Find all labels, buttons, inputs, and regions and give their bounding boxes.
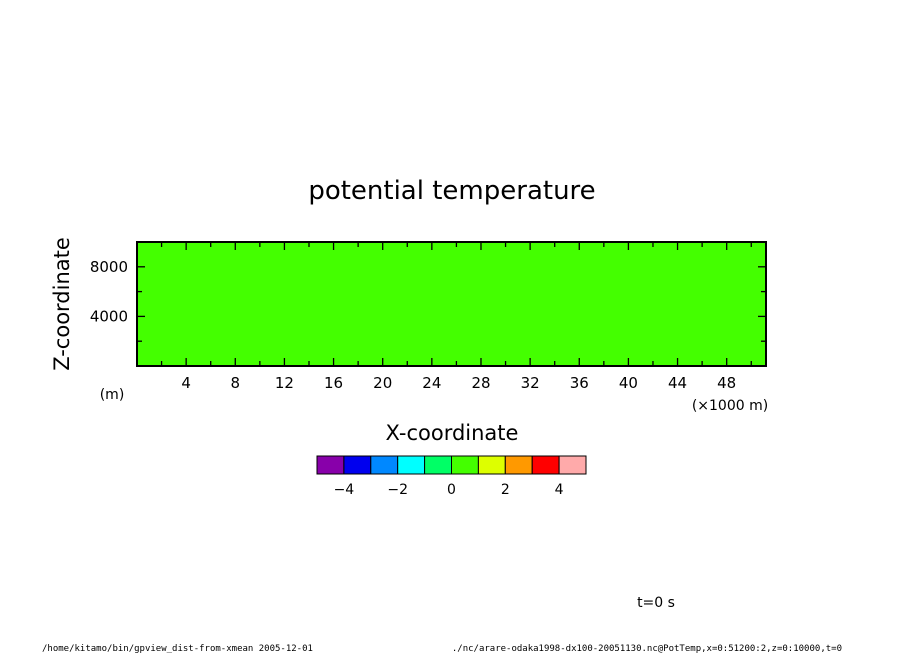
plot-frame (136, 241, 767, 367)
colorbar-tick-label: 0 (447, 482, 456, 498)
x-tick-label: 12 (275, 374, 294, 392)
colorbar-swatch (451, 455, 479, 475)
colorbar-swatch (477, 455, 506, 475)
colorbar-tick-label: −2 (387, 482, 408, 498)
chart-title: potential temperature (308, 176, 595, 206)
x-axis: 4 8 12 16 20 24 28 32 36 40 44 48 (160, 242, 752, 392)
colorbar-swatch (343, 455, 372, 475)
x-tick-label: 16 (324, 374, 343, 392)
x-axis-unit: (×1000 m) (692, 398, 768, 414)
y-axis: 4000 8000 (90, 258, 766, 342)
colorbar-swatch (558, 455, 587, 475)
y-axis-label: Z-coordinate (50, 237, 74, 371)
x-tick-label: 36 (570, 374, 589, 392)
time-label: t=0 s (637, 595, 675, 611)
colorbar-swatch (504, 455, 533, 475)
colorbar-swatch (424, 455, 453, 475)
x-tick-label: 48 (717, 374, 736, 392)
y-tick-label: 4000 (90, 307, 128, 325)
colorbar-swatch (316, 455, 345, 475)
x-axis-label: X-coordinate (386, 421, 519, 445)
x-tick-label: 40 (619, 374, 638, 392)
plot-area (136, 241, 767, 367)
y-axis-unit: (m) (100, 387, 125, 403)
colorbar-swatch (397, 455, 426, 475)
x-tick-label: 4 (181, 374, 191, 392)
x-tick-label: 8 (231, 374, 241, 392)
colorbar-tick-label: 4 (555, 482, 564, 498)
y-tick-label: 8000 (90, 258, 128, 276)
colorbar-tick-label: −4 (334, 482, 355, 498)
x-tick-label: 20 (373, 374, 392, 392)
field-fill (137, 242, 766, 366)
x-tick-label: 32 (521, 374, 540, 392)
footer-right: ./nc/arare-odaka1998-dx100-20051130.nc@P… (452, 644, 842, 654)
colorbar: −4 −2 0 2 4 (316, 455, 587, 498)
colorbar-swatch (531, 455, 560, 475)
x-tick-label: 24 (422, 374, 441, 392)
x-tick-label: 44 (668, 374, 687, 392)
footer-left: /home/kitamo/bin/gpview_dist-from-xmean … (42, 644, 313, 654)
x-tick-label: 28 (471, 374, 490, 392)
colorbar-swatch (370, 455, 399, 475)
colorbar-tick-label: 2 (501, 482, 510, 498)
